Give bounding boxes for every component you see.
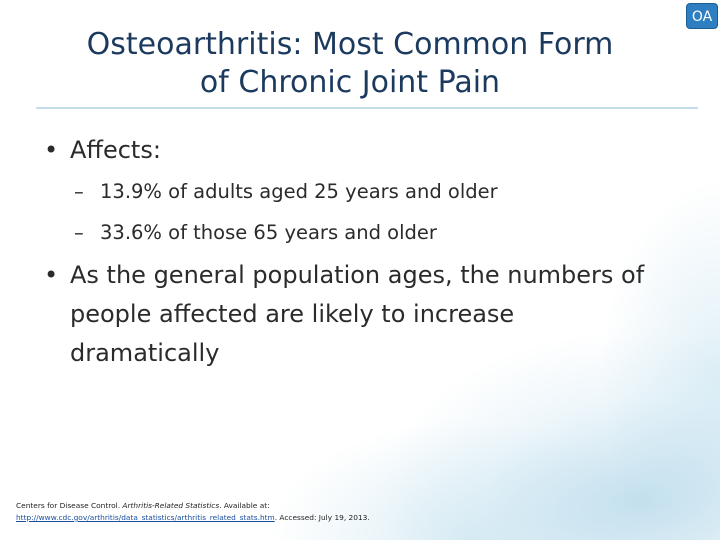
sub-bullet: 13.9% of adults aged 25 years and older bbox=[74, 180, 498, 204]
bullet: As the general population ages, the numb… bbox=[44, 256, 670, 373]
ref-title: Arthritis-Related Statistics bbox=[122, 501, 220, 510]
bullet: Affects: bbox=[44, 131, 670, 170]
reference: Centers for Disease Control. Arthritis-R… bbox=[16, 500, 496, 524]
badge: OA bbox=[686, 3, 718, 29]
title-rule bbox=[36, 107, 698, 109]
ref-available: . Available at: bbox=[219, 501, 270, 510]
sub-bullet: 33.6% of those 65 years and older bbox=[74, 221, 437, 245]
slide-title: Osteoarthritis: Most Common Form of Chro… bbox=[40, 26, 660, 102]
title-line: Osteoarthritis: Most Common Form bbox=[86, 27, 614, 62]
ref-source: Centers for Disease Control. bbox=[16, 501, 123, 510]
ref-link[interactable]: http://www.cdc.gov/arthritis/data_statis… bbox=[16, 513, 275, 522]
ref-accessed: . Accessed: July 19, 2013. bbox=[274, 513, 370, 522]
title-line: of Chronic Joint Pain bbox=[199, 65, 501, 100]
